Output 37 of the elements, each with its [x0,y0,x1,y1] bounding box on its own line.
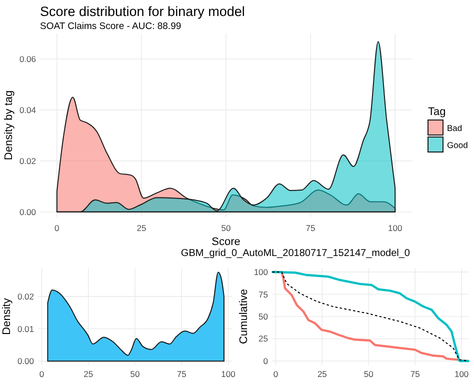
x-tick-label: 50 [130,369,140,379]
y-tick-label: 0 [263,356,268,366]
x-tick-label: 0 [54,223,60,233]
y-tick-label: 0.00 [17,356,34,366]
y-tick-label: 0.00 [19,206,36,217]
y-axis-title: Density [1,298,13,335]
y-tick-label: 75 [258,289,268,300]
y-tick-label: 0.02 [17,291,34,302]
x-tick-label: 0 [273,369,278,379]
x-tick-label: 75 [176,369,187,379]
y-tick-label: 0.06 [19,54,36,64]
legend-title: Tag [428,106,446,118]
chart-subtitle: SOAT Claims Score - AUC: 88.99 [40,21,182,32]
y-axis-title: Cumulative [238,288,250,344]
x-tick-label: 100 [388,223,402,233]
x-tick-label: 25 [84,369,94,379]
x-tick-label: 100 [454,369,469,379]
text: GBM_grid_0_AutoML_20180717_152147_model_0 [180,248,410,259]
x-axis-title: Score [212,236,240,248]
legend-label: Bad [447,123,462,133]
y-tick-label: 100 [254,267,268,278]
chart-title: Score distribution for binary model [40,4,245,19]
x-tick-label: 75 [306,223,316,233]
x-tick-label: 25 [317,369,328,379]
x-tick-label: 50 [221,223,231,233]
y-tick-label: 50 [258,312,268,322]
y-tick-label: 25 [258,334,268,344]
legend-label: Good [447,140,468,150]
y-axis-title: Density by tag [3,90,15,160]
x-tick-label: 75 [410,369,420,379]
y-tick-label: 0.01 [17,324,34,334]
x-tick-label: 100 [221,369,236,379]
y-tick-label: 0.04 [19,104,36,115]
x-tick-label: 0 [39,369,44,379]
y-tick-label: 0.02 [19,156,36,166]
x-tick-label: 25 [136,223,146,233]
x-tick-label: 50 [364,369,374,379]
